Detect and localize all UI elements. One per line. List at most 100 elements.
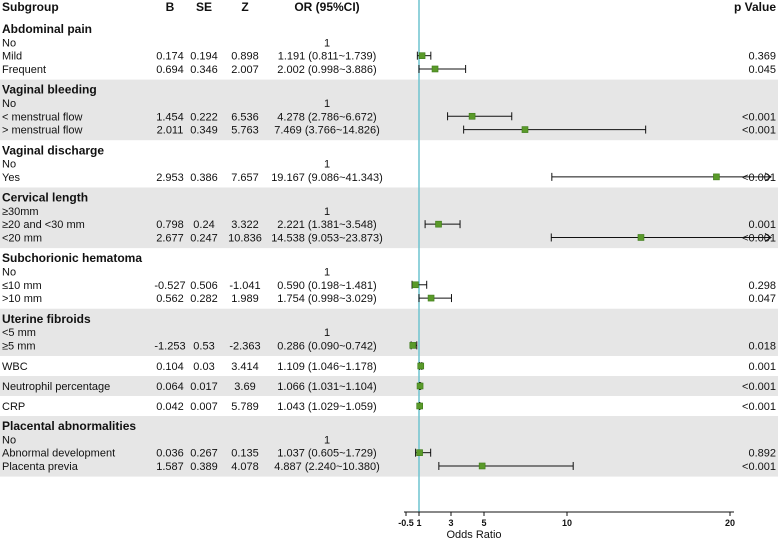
cell-z: 5.789 bbox=[231, 401, 259, 413]
cell-or: 2.221 (1.381~3.548) bbox=[277, 219, 376, 231]
table-row: CRP 0.042 0.007 5.789 1.043 (1.029~1.059) <0.… bbox=[2, 401, 776, 413]
cell-p-value: 0.018 bbox=[748, 340, 776, 352]
cell-p-value: <0.001 bbox=[742, 232, 776, 244]
cell-z: 10.836 bbox=[228, 232, 262, 244]
cell-se: 0.007 bbox=[190, 401, 218, 413]
cell-or: 1.191 (0.811~1.739) bbox=[278, 51, 377, 63]
table-row: No 1 bbox=[2, 37, 330, 49]
row-label: No bbox=[2, 434, 16, 446]
cell-or: 1 bbox=[324, 159, 330, 171]
estimate-mark bbox=[417, 362, 425, 370]
cell-z: 1.989 bbox=[231, 293, 259, 305]
cell-or: 1 bbox=[324, 327, 330, 339]
row-label: Yes bbox=[2, 172, 20, 184]
cell-b: 0.562 bbox=[156, 293, 184, 305]
cell-z: 0.898 bbox=[231, 51, 259, 63]
cell-p-value: 0.298 bbox=[748, 280, 776, 292]
cell-b: 0.104 bbox=[156, 361, 184, 373]
estimate-mark bbox=[418, 64, 467, 73]
cell-p-value: 0.001 bbox=[748, 219, 776, 231]
cell-se: 0.389 bbox=[190, 461, 218, 473]
cell-z: 0.135 bbox=[231, 448, 259, 460]
point-estimate bbox=[468, 112, 476, 120]
header-se: SE bbox=[196, 0, 212, 14]
table-row: Neutrophil percentage 0.064 0.017 3.69 1.066… bbox=[2, 381, 776, 393]
header-or: OR (95%CI) bbox=[294, 0, 359, 14]
estimate-mark bbox=[409, 341, 418, 350]
cell-p-value: 0.047 bbox=[748, 293, 776, 305]
cell-or: 1 bbox=[324, 98, 330, 110]
table-row: No 1 bbox=[2, 159, 330, 171]
cell-b: 1.587 bbox=[156, 461, 184, 473]
x-tick-label: 1 bbox=[416, 518, 421, 528]
row-label: ≤10 mm bbox=[2, 280, 42, 292]
table-row: ≥5 mm -1.253 0.53 -2.363 0.286 (0.090~0.742)… bbox=[2, 340, 776, 352]
point-estimate bbox=[416, 449, 423, 456]
point-estimate bbox=[409, 342, 417, 349]
group-title: Abdominal pain bbox=[2, 22, 92, 36]
cell-or: 1.109 (1.046~1.178) bbox=[277, 361, 376, 373]
cell-or: 1.066 (1.031~1.104) bbox=[277, 381, 376, 393]
cell-or: 2.002 (0.998~3.886) bbox=[277, 64, 376, 76]
point-estimate bbox=[418, 52, 426, 59]
row-label: No bbox=[2, 98, 16, 110]
cell-or: 4.278 (2.786~6.672) bbox=[277, 111, 376, 123]
cell-or: 1 bbox=[324, 434, 330, 446]
estimate-marks bbox=[409, 51, 772, 470]
point-estimate bbox=[713, 173, 720, 181]
table-row: No 1 bbox=[2, 266, 330, 278]
table-row: >10 mm 0.562 0.282 1.989 1.754 (0.998~3.029)… bbox=[2, 293, 776, 305]
cell-or: 1 bbox=[324, 206, 330, 218]
cell-p-value: <0.001 bbox=[742, 125, 776, 137]
cell-p-value: <0.001 bbox=[742, 381, 776, 393]
cell-se: 0.349 bbox=[190, 125, 218, 137]
cell-or: 19.167 (9.086~41.343) bbox=[271, 172, 383, 184]
row-label: ≥5 mm bbox=[2, 340, 36, 352]
cell-or: 0.286 (0.090~0.742) bbox=[277, 340, 376, 352]
x-tick-label: 5 bbox=[481, 518, 486, 528]
cell-se: 0.282 bbox=[190, 293, 218, 305]
cell-b: 0.174 bbox=[156, 51, 184, 63]
cell-or: 1 bbox=[324, 266, 330, 278]
cell-p-value: 0.369 bbox=[748, 51, 776, 63]
row-label: Placenta previa bbox=[2, 461, 79, 473]
cell-b: 0.036 bbox=[156, 448, 184, 460]
ci-arrow bbox=[764, 233, 772, 242]
x-tick-label: 20 bbox=[725, 518, 735, 528]
group-title: Uterine fibroids bbox=[2, 312, 91, 326]
cell-b: -0.527 bbox=[154, 280, 185, 292]
cell-b: -1.253 bbox=[154, 340, 185, 352]
cell-se: 0.247 bbox=[190, 232, 218, 244]
estimate-mark bbox=[424, 220, 461, 229]
point-estimate bbox=[431, 65, 439, 73]
row-label: <20 mm bbox=[2, 232, 42, 244]
table-row: No 1 bbox=[2, 434, 330, 446]
x-tick-label: 3 bbox=[448, 518, 453, 528]
x-axis-label: Odds Ratio bbox=[446, 529, 501, 540]
cell-b: 0.694 bbox=[156, 64, 184, 76]
table-row: ≥30mm 1 bbox=[2, 206, 330, 218]
table-row: <20 mm 2.677 0.247 10.836 14.538 (9.053~23.8… bbox=[2, 232, 776, 244]
cell-se: 0.506 bbox=[190, 280, 218, 292]
cell-b: 1.454 bbox=[156, 111, 184, 123]
table-row: No 1 bbox=[2, 98, 330, 110]
row-label: Abnormal development bbox=[2, 448, 115, 460]
cell-p-value: <0.001 bbox=[742, 461, 776, 473]
estimate-mark bbox=[550, 233, 772, 242]
header-p-value: p Value bbox=[734, 0, 776, 14]
cell-or: 7.469 (3.766~14.826) bbox=[274, 125, 380, 137]
x-tick-label: -0.5 bbox=[398, 518, 414, 528]
row-label: Mild bbox=[2, 51, 22, 63]
cell-b: 0.042 bbox=[156, 401, 184, 413]
cell-z: 3.69 bbox=[234, 381, 255, 393]
cell-z: 4.078 bbox=[231, 461, 259, 473]
cell-or: 14.538 (9.053~23.873) bbox=[271, 232, 383, 244]
table-row: < menstrual flow 1.454 0.222 6.536 4.278 (2.… bbox=[2, 111, 776, 123]
point-estimate bbox=[478, 462, 486, 470]
row-label: WBC bbox=[2, 361, 28, 373]
table-row: <5 mm 1 bbox=[2, 327, 330, 339]
cell-z: -2.363 bbox=[229, 340, 260, 352]
row-label: > menstrual flow bbox=[2, 125, 82, 137]
cell-se: 0.017 bbox=[190, 381, 218, 393]
cell-se: 0.386 bbox=[190, 172, 218, 184]
